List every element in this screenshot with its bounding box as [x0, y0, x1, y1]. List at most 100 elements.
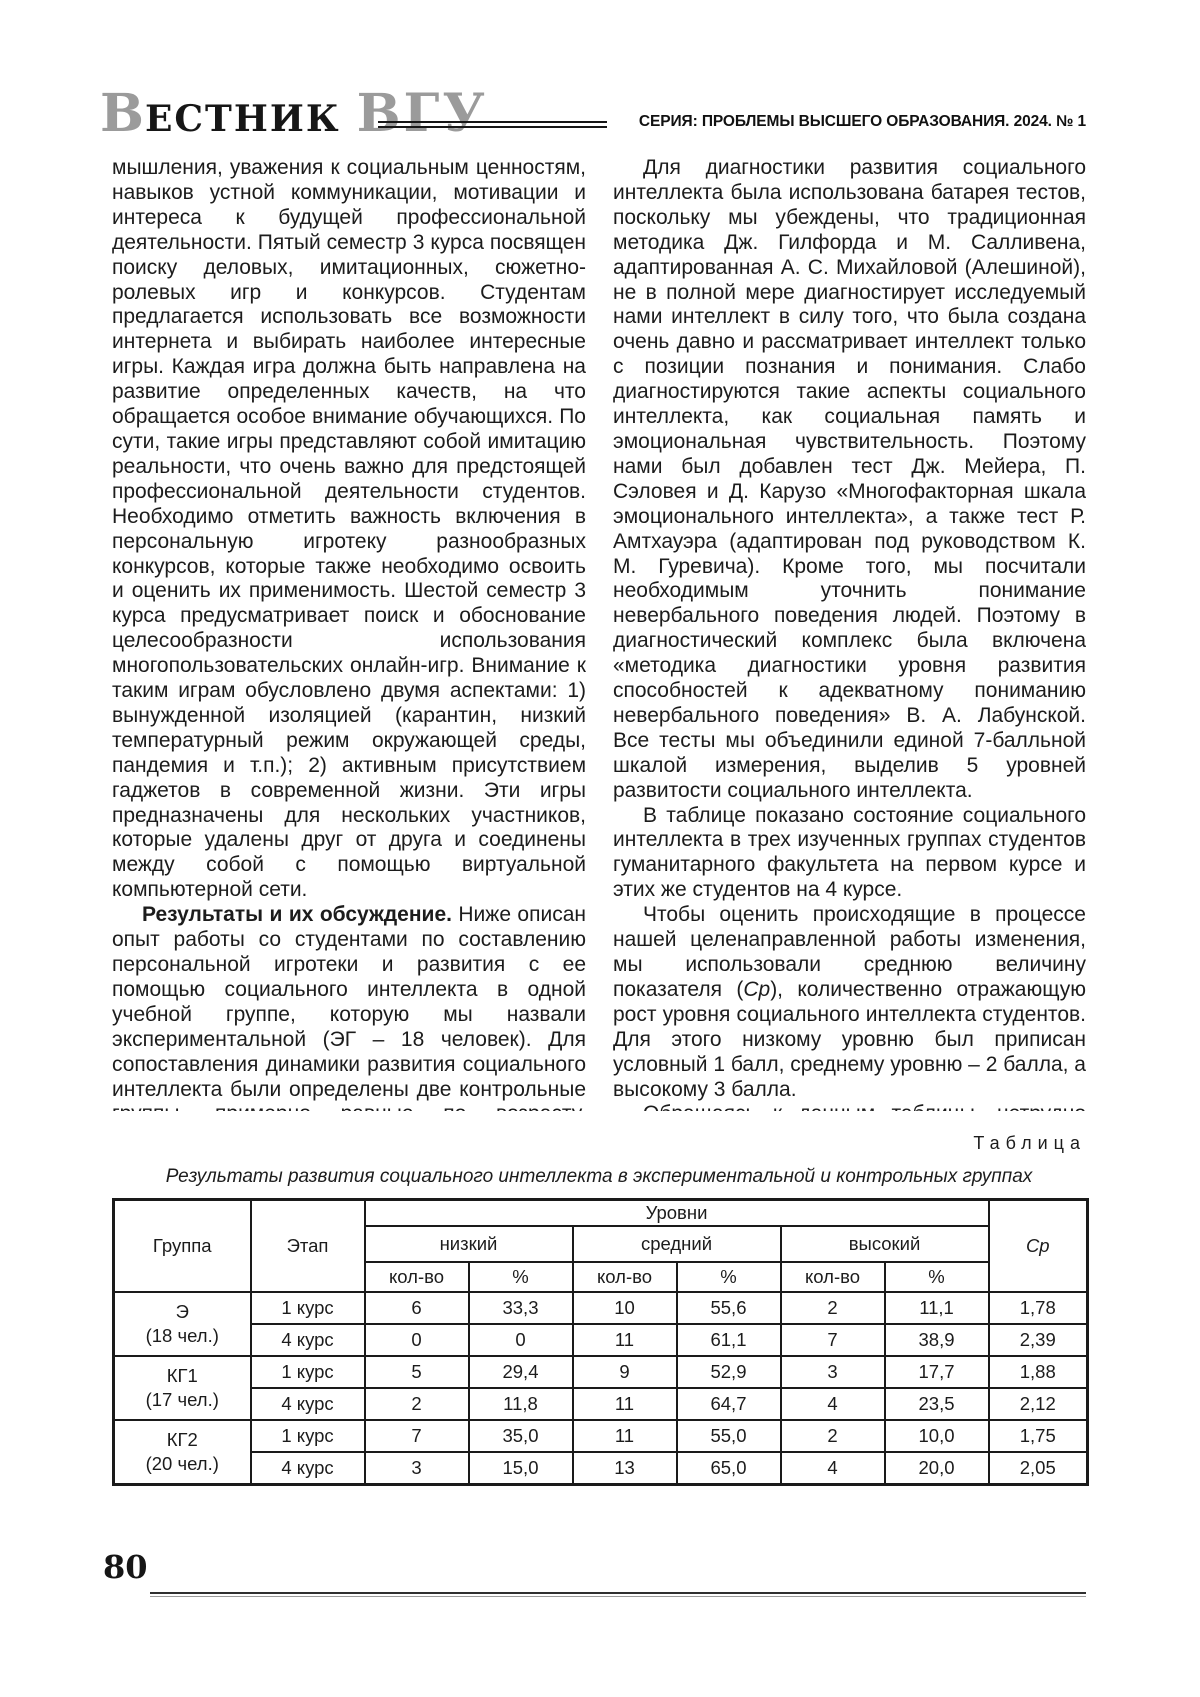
average-symbol: Ср — [743, 977, 771, 1001]
col-header-group: Группа — [112, 1198, 252, 1293]
col-subheader-percent-low: % — [467, 1261, 574, 1293]
group-name-cell: Э (18 чел.) — [112, 1291, 252, 1357]
value-cell: 55,6 — [675, 1291, 782, 1325]
paragraph-diagnostics: Для диагностики развития социального инт… — [613, 156, 1086, 802]
col-header-level-mid: средний — [571, 1225, 782, 1263]
page-number: 80 — [103, 1548, 148, 1586]
value-cell: 11,1 — [883, 1291, 990, 1325]
group-name-cell: КГ2 (20 чел.) — [112, 1419, 252, 1485]
value-cell: 65,0 — [675, 1451, 782, 1485]
stage-cell: 1 курс — [249, 1291, 366, 1325]
value-cell: 2,39 — [987, 1323, 1089, 1357]
value-cell: 10 — [571, 1291, 678, 1325]
value-cell: 1,78 — [987, 1291, 1089, 1325]
value-cell: 2 — [363, 1387, 470, 1421]
stage-cell: 4 курс — [249, 1323, 366, 1357]
group-name: Э — [175, 1300, 189, 1322]
header-double-rule — [378, 121, 607, 128]
value-cell: 9 — [571, 1355, 678, 1389]
value-cell: 11 — [571, 1323, 678, 1357]
article-column-right: Для диагностики развития социального инт… — [613, 156, 1086, 1111]
table-row: КГ1 (17 чел.) 1 курс 5 29,4 9 52,9 3 17,… — [112, 1355, 1089, 1421]
group-size: (18 чел.) — [145, 1325, 219, 1346]
value-cell: 0 — [467, 1323, 574, 1357]
table-row: Э (18 чел.) 1 курс 6 33,3 10 55,6 2 11,1… — [112, 1291, 1089, 1357]
value-cell: 64,7 — [675, 1387, 782, 1421]
logo-initial-letter: В — [100, 83, 145, 144]
value-cell: 52,9 — [675, 1355, 782, 1389]
group-size: (17 чел.) — [145, 1389, 219, 1410]
group-name-cell: КГ1 (17 чел.) — [112, 1355, 252, 1421]
value-cell: 11,8 — [467, 1387, 574, 1421]
stage-cell: 1 курс — [249, 1355, 366, 1389]
value-cell: 4 — [779, 1451, 886, 1485]
value-cell: 38,9 — [883, 1323, 990, 1357]
group-size: (20 чел.) — [145, 1452, 219, 1474]
value-cell: 1,75 — [987, 1419, 1089, 1453]
value-cell: 23,5 — [883, 1387, 990, 1421]
value-cell: 35,0 — [467, 1419, 574, 1453]
value-cell: 7 — [363, 1419, 470, 1453]
table-row: 4 курс 2 11,8 11 64,7 4 23,5 2,12 — [114, 1387, 1089, 1421]
value-cell: 17,7 — [883, 1355, 990, 1389]
col-subheader-count-high: кол-во — [779, 1261, 886, 1293]
value-cell: 55,0 — [675, 1419, 782, 1453]
value-cell: 2,05 — [987, 1451, 1089, 1485]
journal-logo: ВЕСТНИК ВГУ — [100, 88, 488, 140]
logo-acronym: ВГУ — [356, 83, 488, 144]
col-subheader-count-mid: кол-во — [571, 1261, 678, 1293]
value-cell: 33,3 — [467, 1291, 574, 1325]
col-subheader-percent-high: % — [883, 1261, 990, 1293]
value-cell: 2 — [779, 1419, 886, 1453]
value-cell: 29,4 — [467, 1355, 574, 1389]
value-cell: 2,12 — [987, 1387, 1089, 1421]
table-caption: Результаты развития социального интеллек… — [165, 1166, 1033, 1187]
table-row: 4 курс 3 15,0 13 65,0 4 20,0 2,05 — [114, 1451, 1089, 1485]
stage-cell: 4 курс — [249, 1451, 366, 1485]
value-cell: 2 — [779, 1291, 886, 1325]
paragraph-average-indicator: Чтобы оценить происходящие в процессе на… — [613, 903, 1086, 1102]
stage-cell: 4 курс — [249, 1387, 366, 1421]
table-row: КГ2 (20 чел.) 1 курс 7 35,0 11 55,0 2 10… — [112, 1419, 1089, 1485]
value-cell: 1,88 — [987, 1355, 1089, 1389]
group-name: КГ1 — [166, 1364, 198, 1386]
col-header-levels: Уровни — [363, 1198, 990, 1227]
results-heading-lead: Результаты и их обсуждение. — [142, 903, 452, 927]
value-cell: 0 — [363, 1323, 470, 1357]
value-cell: 11 — [571, 1419, 678, 1453]
value-cell: 20,0 — [883, 1451, 990, 1485]
paragraph-average-pre: Чтобы оценить происходящие в процессе на… — [613, 903, 1086, 1001]
col-header-level-low: низкий — [363, 1225, 574, 1263]
col-subheader-percent-mid: % — [675, 1261, 782, 1293]
results-paragraph-text: Ниже описан опыт работы со студентами по… — [112, 903, 586, 1111]
table-label: Таблица — [973, 1133, 1086, 1153]
paragraph-average-post: ), количественно отражающую рост уровня … — [613, 977, 1086, 1101]
article-column-left: мышления, уважения к социальным ценностя… — [112, 156, 586, 1111]
results-table: Группа Этап Уровни Ср низкий средний выс… — [112, 1198, 1090, 1486]
paragraph-results: Результаты и их обсуждение. Ниже описан … — [112, 903, 586, 1111]
value-cell: 10,0 — [883, 1419, 990, 1453]
value-cell: 11 — [571, 1387, 678, 1421]
table-row: 4 курс 0 0 11 61,1 7 38,9 2,39 — [114, 1323, 1089, 1357]
stage-cell: 1 курс — [249, 1419, 366, 1453]
value-cell: 3 — [363, 1451, 470, 1485]
col-header-stage: Этап — [249, 1198, 366, 1293]
value-cell: 15,0 — [467, 1451, 574, 1485]
footer-rule — [150, 1592, 1086, 1597]
paragraph-table-intro: В таблице показано состояние социального… — [613, 803, 1086, 902]
value-cell: 5 — [363, 1355, 470, 1389]
logo-word-rest: ЕСТНИК — [144, 98, 341, 140]
series-title: СЕРИЯ: ПРОБЛЕМЫ ВЫСШЕГО ОБРАЗОВАНИЯ. 202… — [638, 113, 1086, 130]
paragraph-conclusion: Обращаясь к данным таблицы, нетрудно зам… — [613, 1102, 1086, 1111]
col-header-avg: Ср — [987, 1198, 1089, 1293]
value-cell: 4 — [779, 1387, 886, 1421]
value-cell: 3 — [779, 1355, 886, 1389]
paragraph-continuation: мышления, уважения к социальным ценностя… — [112, 156, 586, 902]
col-subheader-count-low: кол-во — [363, 1261, 470, 1293]
value-cell: 6 — [363, 1291, 470, 1325]
value-cell: 13 — [571, 1451, 678, 1485]
value-cell: 61,1 — [675, 1323, 782, 1357]
value-cell: 7 — [779, 1323, 886, 1357]
group-name: КГ2 — [166, 1428, 198, 1450]
